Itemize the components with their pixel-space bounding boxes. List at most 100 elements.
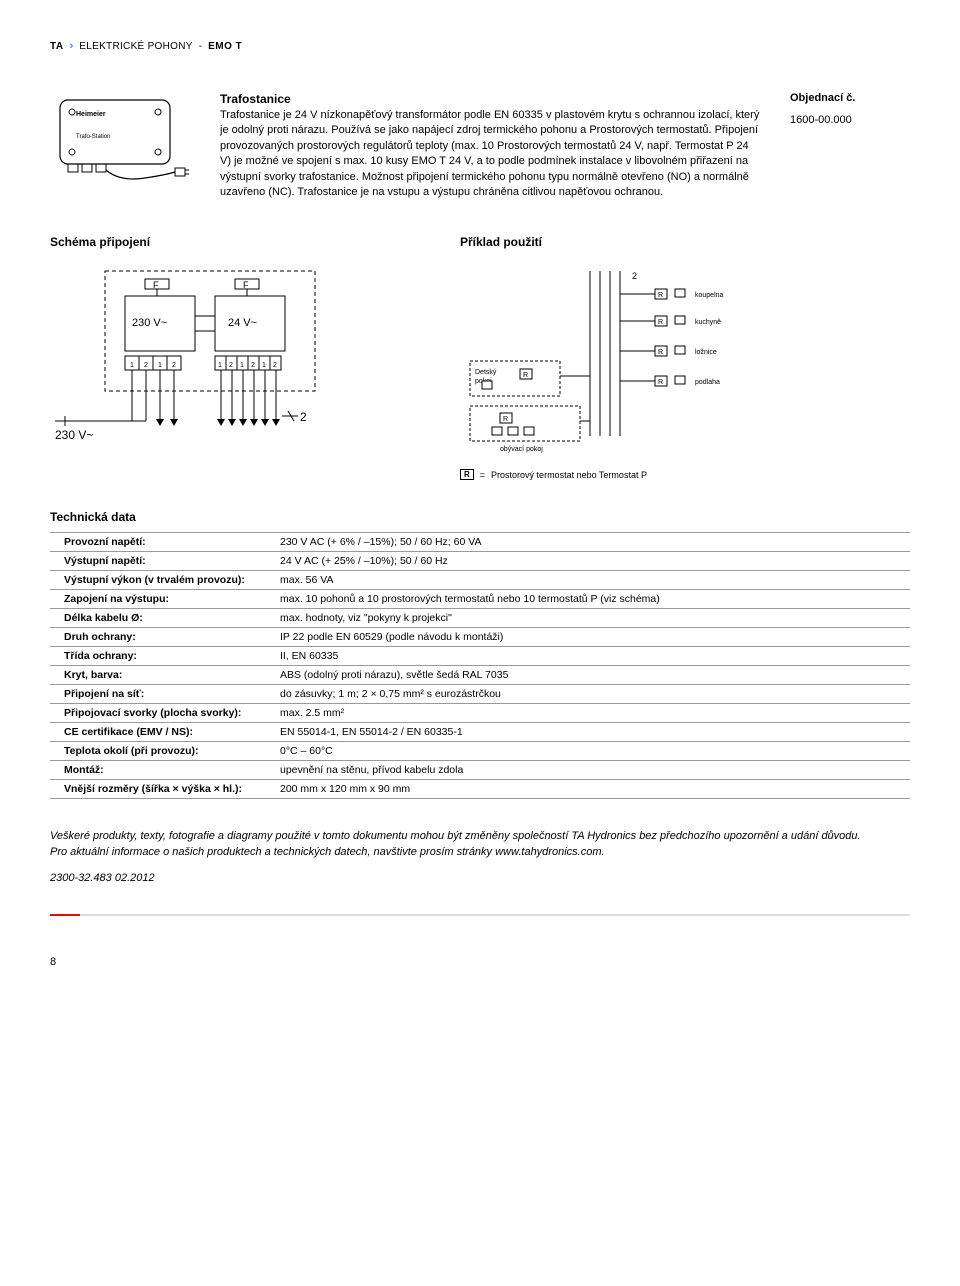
svg-text:2: 2 — [172, 362, 176, 369]
description-title: Trafostanice — [220, 92, 760, 106]
svg-text:2: 2 — [251, 362, 255, 369]
description-column: Trafostanice Trafostanice je 24 V nízkon… — [220, 92, 760, 200]
schemas-row: Schéma připojení F F 230 V~ 24 V~ — [50, 235, 910, 480]
svg-text:koupelna: koupelna — [695, 292, 724, 299]
svg-text:230 V~: 230 V~ — [55, 428, 93, 442]
device-sub-label: Trafo-Station — [76, 134, 110, 140]
tech-data-title: Technická data — [50, 510, 910, 524]
description-body: Trafostanice je 24 V nízkonapěťový trans… — [220, 108, 760, 200]
table-row: Montáž:upevnění na stěnu, přívod kabelu … — [50, 761, 910, 780]
tech-label: Kryt, barva: — [50, 666, 280, 685]
footer-note-2: Pro aktuální informace o našich produkte… — [50, 845, 910, 860]
tech-value: max. 56 VA — [280, 571, 910, 590]
tech-value: max. 2.5 mm² — [280, 704, 910, 723]
connection-schema: Schéma připojení F F 230 V~ 24 V~ — [50, 235, 360, 480]
tech-label: Délka kabelu Ø: — [50, 609, 280, 628]
tech-label: Připojení na síť: — [50, 685, 280, 704]
svg-text:ložnice: ložnice — [695, 349, 717, 356]
page-header: TA › ELEKTRICKÉ POHONY - EMO T — [50, 40, 910, 52]
svg-text:1: 1 — [240, 362, 244, 369]
svg-text:podlaha: podlaha — [695, 379, 720, 386]
table-row: Výstupní výkon (v trvalém provozu):max. … — [50, 571, 910, 590]
tech-label: Montáž: — [50, 761, 280, 780]
tech-value: upevnění na stěnu, přívod kabelu zdola — [280, 761, 910, 780]
tech-label: Zapojení na výstupu: — [50, 590, 280, 609]
order-label: Objednací č. — [790, 92, 910, 104]
trafo-device-svg: Heimeier Trafo-Station — [50, 92, 190, 192]
example-schema: Příklad použití Detský pokoj R obývací p… — [460, 235, 760, 480]
svg-text:R: R — [503, 416, 508, 423]
footer-note-1: Veškeré produkty, texty, fotografie a di… — [50, 829, 910, 844]
svg-text:2: 2 — [300, 410, 307, 424]
svg-text:R: R — [523, 372, 528, 379]
tech-value: EN 55014-1, EN 55014-2 / EN 60335-1 — [280, 723, 910, 742]
tech-data-section: Technická data Provozní napětí:230 V AC … — [50, 510, 910, 799]
svg-text:2: 2 — [273, 362, 277, 369]
device-illustration: Heimeier Trafo-Station — [50, 92, 190, 200]
svg-text:kuchyně: kuchyně — [695, 319, 721, 326]
table-row: Výstupní napětí:24 V AC (+ 25% / –10%); … — [50, 552, 910, 571]
svg-text:R: R — [658, 379, 663, 386]
legend-symbol: R — [460, 469, 474, 480]
svg-text:obývací pokoj: obývací pokoj — [500, 446, 543, 453]
tech-label: Provozní napětí: — [50, 533, 280, 552]
tech-label: Výstupní napětí: — [50, 552, 280, 571]
footer-rule — [50, 914, 910, 916]
table-row: Druh ochrany:IP 22 podle EN 60529 (podle… — [50, 628, 910, 647]
tech-value: 230 V AC (+ 6% / –15%); 50 / 60 Hz; 60 V… — [280, 533, 910, 552]
tech-label: Druh ochrany: — [50, 628, 280, 647]
table-row: Připojení na síť:do zásuvky; 1 m; 2 × 0,… — [50, 685, 910, 704]
legend-eq: = — [480, 470, 485, 480]
tech-data-table: Provozní napětí:230 V AC (+ 6% / –15%); … — [50, 532, 910, 799]
svg-text:2: 2 — [632, 271, 637, 281]
table-row: Délka kabelu Ø:max. hodnoty, viz "pokyny… — [50, 609, 910, 628]
order-value: 1600-00.000 — [790, 114, 910, 126]
legend-note: R = Prostorový termostat nebo Termostat … — [460, 469, 760, 480]
tech-value: II, EN 60335 — [280, 647, 910, 666]
tech-label: Třída ochrany: — [50, 647, 280, 666]
table-row: CE certifikace (EMV / NS):EN 55014-1, EN… — [50, 723, 910, 742]
device-brand-label: Heimeier — [76, 111, 106, 118]
svg-text:1: 1 — [158, 362, 162, 369]
tech-value: 200 mm x 120 mm x 90 mm — [280, 780, 910, 799]
tech-label: Výstupní výkon (v trvalém provozu): — [50, 571, 280, 590]
connection-title: Schéma připojení — [50, 235, 360, 249]
tech-value: 0°C – 60°C — [280, 742, 910, 761]
svg-text:Detský: Detský — [475, 369, 497, 376]
svg-text:2: 2 — [229, 362, 233, 369]
tech-label: Teplota okolí (při provozu): — [50, 742, 280, 761]
page-number: 8 — [50, 956, 910, 968]
svg-text:1: 1 — [218, 362, 222, 369]
svg-text:F: F — [243, 280, 249, 290]
connection-schema-svg: F F 230 V~ 24 V~ 12 12 12 12 — [50, 261, 360, 461]
order-column: Objednací č. 1600-00.000 — [790, 92, 910, 200]
chevron-icon: › — [70, 40, 74, 52]
svg-text:R: R — [658, 292, 663, 299]
tech-value: IP 22 podle EN 60529 (podle návodu k mon… — [280, 628, 910, 647]
svg-text:R: R — [658, 319, 663, 326]
tech-value: 24 V AC (+ 25% / –10%); 50 / 60 Hz — [280, 552, 910, 571]
svg-text:R: R — [658, 349, 663, 356]
top-row: Heimeier Trafo-Station Trafostanice Traf… — [50, 92, 910, 200]
svg-text:230 V~: 230 V~ — [132, 317, 167, 329]
table-row: Provozní napětí:230 V AC (+ 6% / –15%); … — [50, 533, 910, 552]
footer-note: Veškeré produkty, texty, fotografie a di… — [50, 829, 910, 860]
separator-dash: - — [199, 41, 202, 52]
category-text: ELEKTRICKÉ POHONY — [79, 41, 192, 52]
tech-value: do zásuvky; 1 m; 2 × 0,75 mm² s eurozást… — [280, 685, 910, 704]
svg-text:1: 1 — [130, 362, 134, 369]
svg-text:1: 1 — [262, 362, 266, 369]
tech-value: max. hodnoty, viz "pokyny k projekci" — [280, 609, 910, 628]
tech-label: Připojovací svorky (plocha svorky): — [50, 704, 280, 723]
product-text: EMO T — [208, 41, 242, 52]
tech-value: max. 10 pohonů a 10 prostorových termost… — [280, 590, 910, 609]
table-row: Zapojení na výstupu:max. 10 pohonů a 10 … — [50, 590, 910, 609]
table-row: Vnější rozměry (šířka × výška × hl.):200… — [50, 780, 910, 799]
legend-text: Prostorový termostat nebo Termostat P — [491, 470, 647, 480]
svg-text:2: 2 — [144, 362, 148, 369]
tech-value: ABS (odolný proti nárazu), světle šedá R… — [280, 666, 910, 685]
brand-text: TA — [50, 41, 64, 52]
table-row: Třída ochrany:II, EN 60335 — [50, 647, 910, 666]
example-title: Příklad použití — [460, 235, 760, 249]
tech-label: CE certifikace (EMV / NS): — [50, 723, 280, 742]
